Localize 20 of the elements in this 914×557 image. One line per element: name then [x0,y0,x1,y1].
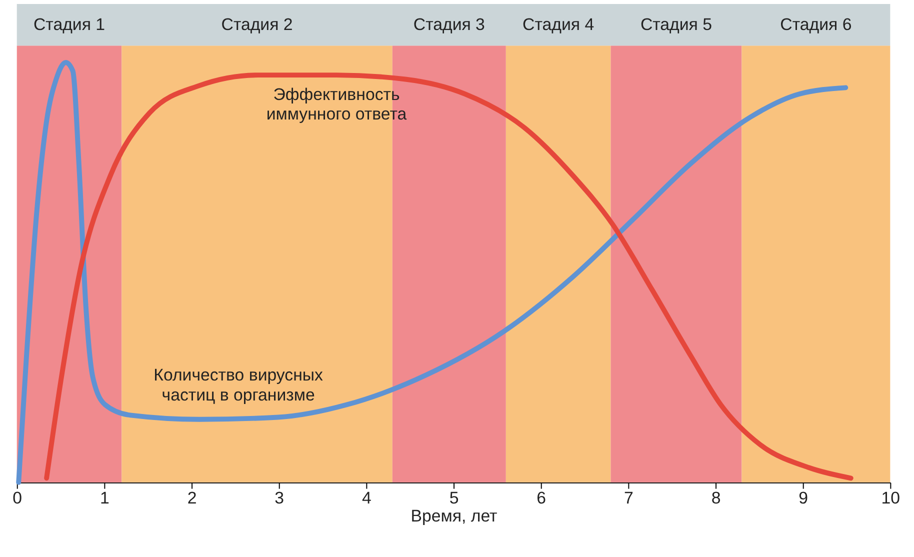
x-tick-label: 1 [100,488,110,508]
band-label: Стадия 3 [413,14,485,34]
x-tick-label: 10 [881,488,900,508]
series-label: Эффективность иммунного ответа [266,84,408,124]
x-tick-label: 4 [362,488,372,508]
x-tick-label: 2 [187,488,197,508]
x-tick-label: 7 [624,488,634,508]
x-tick-label: 6 [536,488,546,508]
band-label: Стадия 2 [221,14,293,34]
band-label: Стадия 4 [522,14,594,34]
x-axis-title: Время, лет [410,506,498,526]
band-label: Стадия 1 [34,14,106,34]
series-label: Количество вирусных частиц в организме [154,366,324,404]
band-label: Стадия 5 [640,14,712,34]
x-tick-label: 3 [274,488,284,508]
band-label: Стадия 6 [780,14,852,34]
x-tick-label: 9 [798,488,808,508]
x-tick-label: 5 [449,488,459,508]
x-tick-label: 8 [711,488,721,508]
x-tick-label: 0 [12,488,22,508]
